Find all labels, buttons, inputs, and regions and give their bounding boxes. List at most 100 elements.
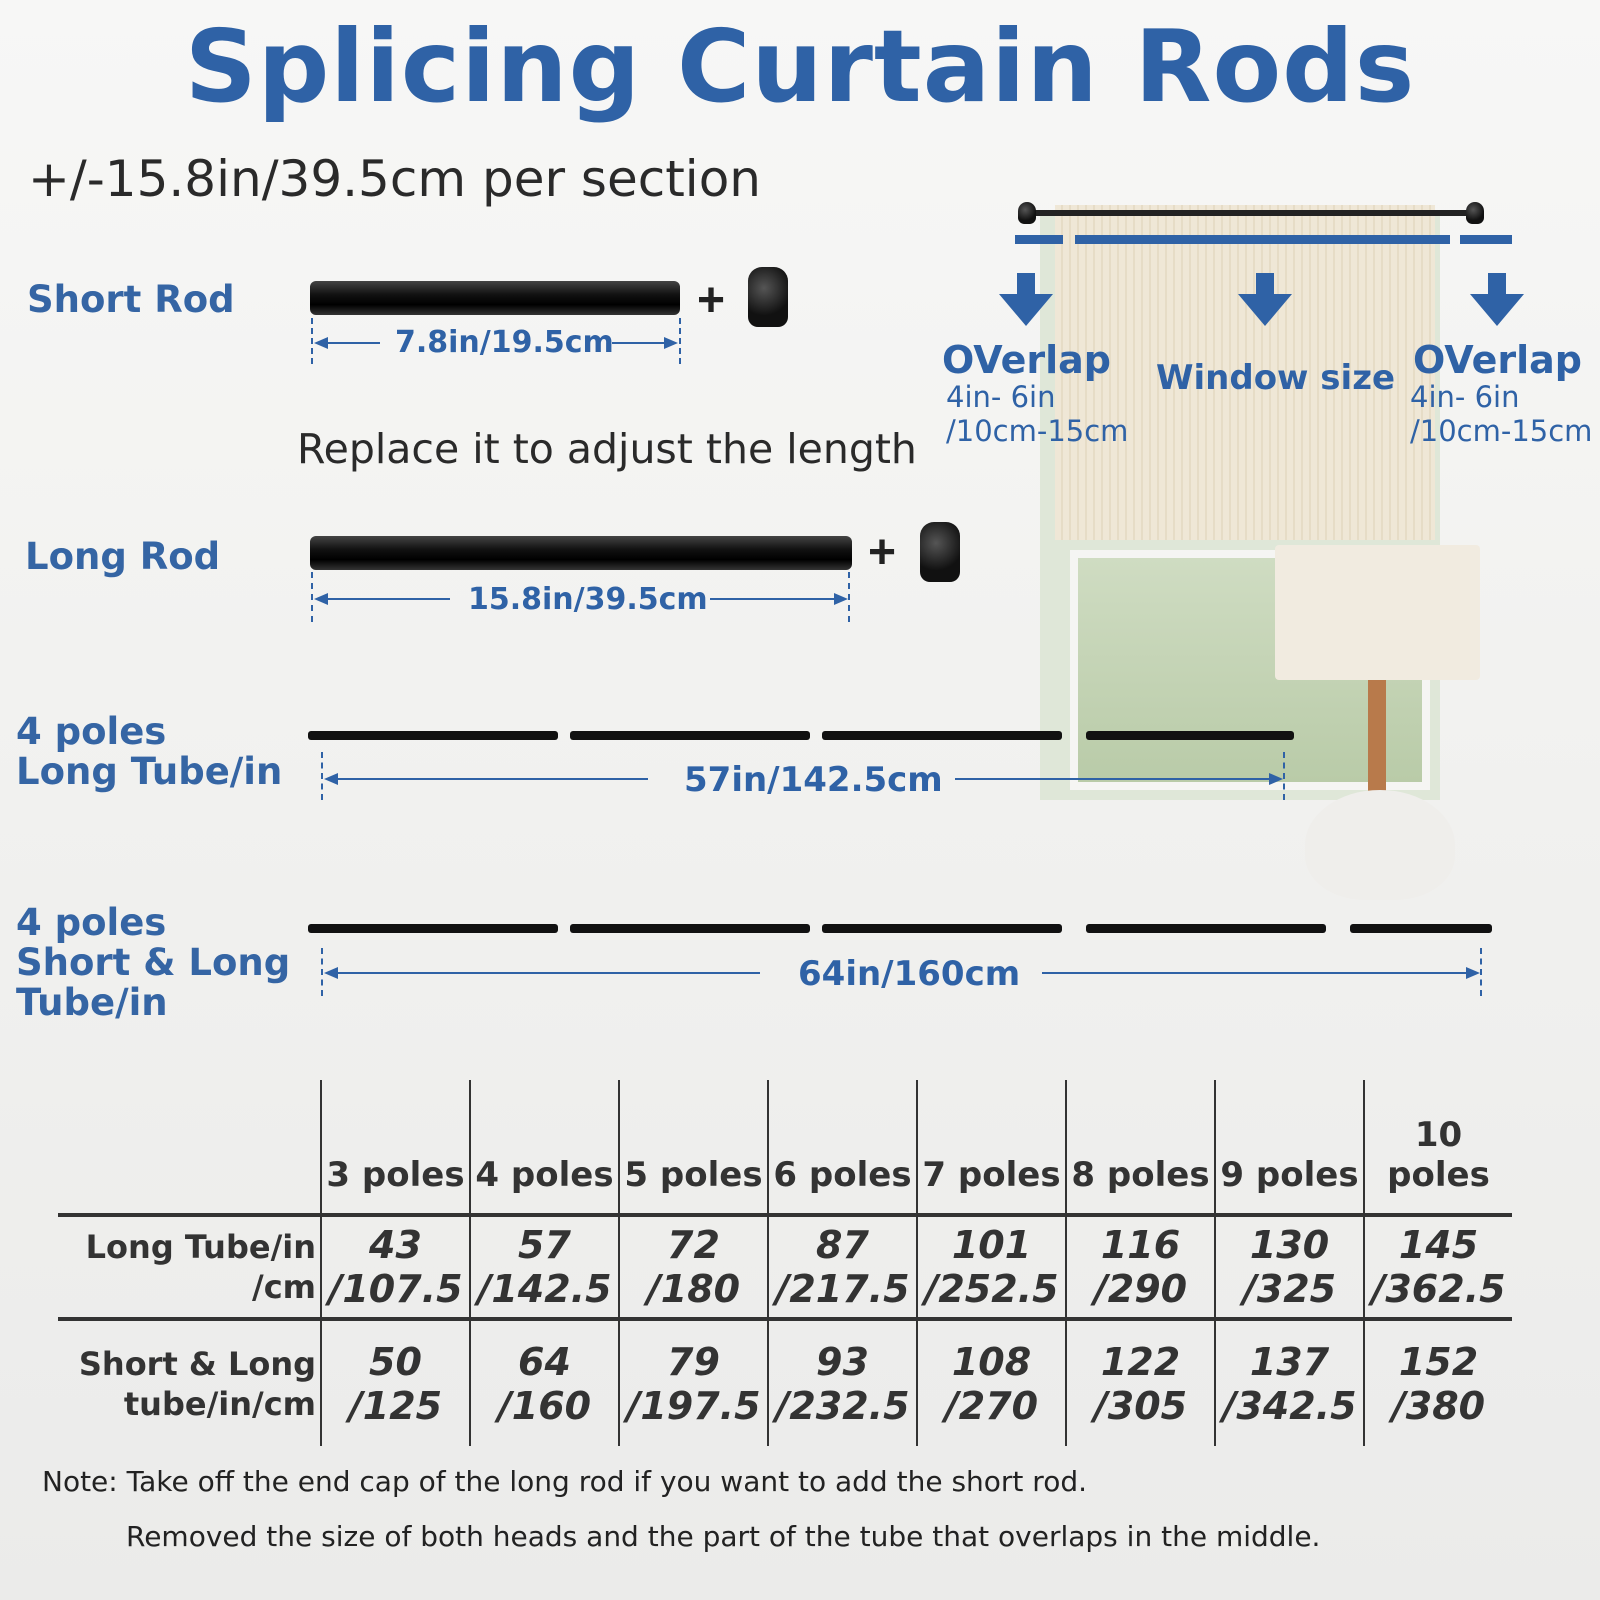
row-header: Long Tube/in/cm	[58, 1213, 321, 1319]
down-arrow-icon	[1238, 294, 1292, 326]
short-rod-dimension: 7.8in/19.5cm	[395, 325, 614, 360]
dimension-line	[320, 342, 380, 344]
column-header: 8 poles	[1065, 1080, 1215, 1215]
cell-cm: /270	[944, 1383, 1039, 1428]
column-header: 10 poles	[1363, 1080, 1512, 1215]
cell-cm: /362.5	[1371, 1267, 1506, 1311]
table-corner	[58, 1080, 321, 1215]
cell-cm: /325	[1242, 1267, 1337, 1311]
overlap-right-title: OVerlap	[1413, 338, 1582, 382]
cell-cm: /217.5	[775, 1267, 910, 1311]
rod-finial-left	[1018, 202, 1036, 224]
row-header-line2: tube/in/cm	[123, 1384, 316, 1423]
dimension-line	[320, 598, 450, 600]
assembly-short-long-dimension: 64in/160cm	[798, 954, 1021, 994]
cell-in: 101	[951, 1223, 1032, 1267]
row-header-line1: Long Tube/in	[85, 1228, 316, 1266]
overlap-left-in: 4in- 6in	[946, 380, 1056, 414]
column-header: 4 poles	[469, 1080, 619, 1215]
table-cell: 57/142.5	[469, 1213, 619, 1319]
down-arrow-icon	[1488, 273, 1506, 295]
short-rod-image	[310, 281, 680, 315]
column-header: 7 poles	[916, 1080, 1066, 1215]
dimension-tick	[679, 318, 681, 364]
dimension-line	[330, 778, 648, 780]
row-header: Short & Long tube/in/cm	[58, 1317, 321, 1446]
dimension-tick	[848, 572, 850, 622]
cell-cm: /142.5	[477, 1267, 612, 1311]
overlap-bar-right	[1460, 235, 1512, 244]
overlap-left-cm: /10cm-15cm	[946, 414, 1129, 448]
dimension-line	[330, 972, 760, 974]
short-rod-label: Short Rod	[27, 278, 235, 321]
cell-cm: /305	[1093, 1383, 1188, 1428]
tube-segment	[822, 924, 1062, 933]
table-cell: 152/380	[1363, 1317, 1512, 1446]
table-cell: 79/197.5	[618, 1317, 768, 1446]
table-cell: 43/107.5	[320, 1213, 470, 1319]
assembly-short-long-label-line1: 4 poles	[16, 901, 167, 944]
cell-in: 57	[518, 1223, 571, 1267]
rod-finial-right	[1466, 202, 1484, 224]
table-cell: 93/232.5	[767, 1317, 917, 1446]
cell-in: 152	[1398, 1339, 1479, 1384]
dimension-line	[1042, 972, 1470, 974]
overlap-bar-left	[1015, 235, 1063, 244]
tube-segment	[570, 924, 810, 933]
subtitle: +/-15.8in/39.5cm per section	[28, 150, 761, 208]
arrow-right-icon	[1269, 773, 1283, 785]
assembly-long-label-line1: 4 poles	[16, 710, 167, 753]
dimension-tick	[311, 572, 313, 622]
cell-in: 145	[1398, 1223, 1479, 1267]
down-arrow-icon	[1017, 273, 1035, 295]
overlap-right-in: 4in- 6in	[1410, 380, 1520, 414]
assembly-long-dimension: 57in/142.5cm	[684, 760, 943, 800]
dimension-line	[710, 598, 838, 600]
table-cell: 87/217.5	[767, 1213, 917, 1319]
down-arrow-icon	[1470, 294, 1524, 326]
cell-in: 87	[816, 1223, 869, 1267]
table-header-row: 3 poles 4 poles 5 poles 6 poles 7 poles …	[58, 1080, 1512, 1215]
assembly-short-long-label-line2: Short & Long	[16, 941, 291, 984]
table-row: Short & Long tube/in/cm 50/125 64/160 79/…	[58, 1317, 1512, 1446]
row-header-line2: /cm	[252, 1268, 316, 1306]
cell-cm: /197.5	[626, 1383, 761, 1428]
arrow-right-icon	[664, 337, 678, 349]
down-arrow-icon	[1256, 273, 1274, 295]
table-cell: 101/252.5	[916, 1213, 1066, 1319]
note-line-1: Note: Take off the end cap of the long r…	[42, 1465, 1087, 1498]
cell-cm: /342.5	[1222, 1383, 1357, 1428]
cell-in: 116	[1100, 1223, 1181, 1267]
plus-icon: +	[868, 526, 897, 579]
cell-cm: /125	[348, 1383, 443, 1428]
window-size-label: Window size	[1156, 358, 1396, 398]
long-rod-dimension: 15.8in/39.5cm	[468, 582, 708, 617]
row-header-line1: Short & Long	[78, 1344, 316, 1383]
cell-in: 64	[518, 1339, 571, 1384]
cell-in: 130	[1249, 1223, 1330, 1267]
end-cap-image	[748, 267, 788, 327]
dimension-tick	[1283, 752, 1285, 800]
long-rod-label: Long Rod	[25, 535, 221, 578]
tube-segment	[1086, 924, 1326, 933]
table-cell: 50/125	[320, 1317, 470, 1446]
dimension-tick	[321, 752, 323, 800]
assembly-long-label: 4 poles Long Tube/in	[16, 712, 282, 792]
window-size-bar	[1075, 235, 1450, 244]
cell-in: 72	[667, 1223, 720, 1267]
down-arrow-icon	[999, 294, 1053, 326]
lamp-shade	[1275, 545, 1480, 680]
tube-segment	[570, 731, 810, 740]
column-header: 5 poles	[618, 1080, 768, 1215]
cell-in: 137	[1249, 1339, 1330, 1384]
page-title: Splicing Curtain Rods	[184, 8, 1416, 125]
cell-cm: /252.5	[924, 1267, 1059, 1311]
cell-cm: /380	[1391, 1383, 1486, 1428]
table-cell: 116/290	[1065, 1213, 1215, 1319]
replace-text: Replace it to adjust the length	[297, 425, 917, 473]
column-header: 3 poles	[320, 1080, 470, 1215]
cell-cm: /180	[646, 1267, 741, 1311]
cell-cm: /107.5	[328, 1267, 463, 1311]
assembly-short-long-label: 4 poles Short & Long Tube/in	[16, 903, 290, 1023]
end-cap-image	[920, 522, 960, 582]
